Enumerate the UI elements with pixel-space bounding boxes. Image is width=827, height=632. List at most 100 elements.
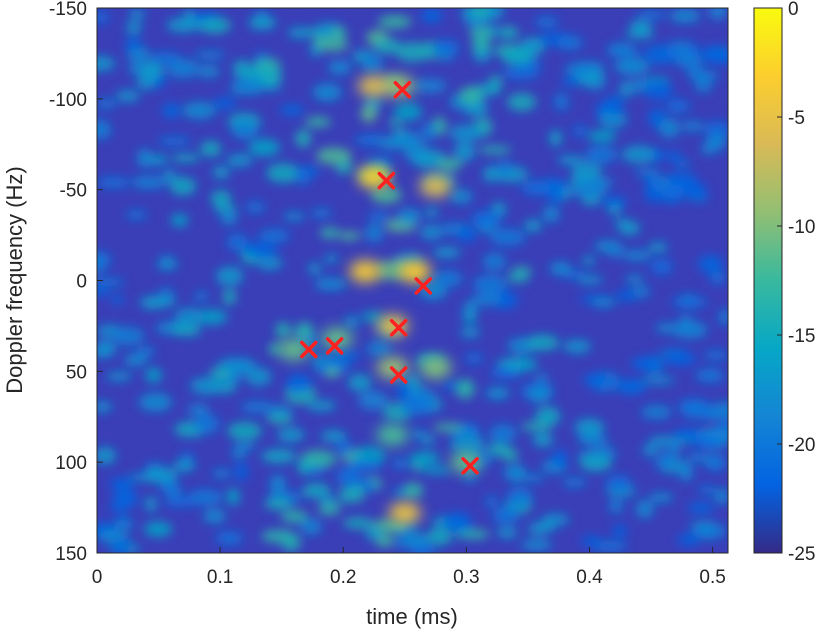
speckle bbox=[507, 93, 537, 112]
speckle bbox=[557, 154, 584, 166]
speckle bbox=[231, 77, 264, 95]
speckle bbox=[279, 104, 304, 116]
speckle bbox=[677, 533, 700, 547]
speckle bbox=[483, 165, 498, 183]
speckle bbox=[705, 454, 727, 472]
speckle bbox=[444, 512, 472, 532]
speckle bbox=[318, 502, 341, 516]
speckle bbox=[248, 138, 281, 157]
speckle bbox=[212, 468, 232, 479]
y-tick-label: 50 bbox=[66, 362, 87, 383]
speckle bbox=[572, 162, 603, 181]
speckle bbox=[320, 496, 338, 505]
x-marker bbox=[461, 457, 479, 475]
speckle bbox=[136, 346, 155, 358]
speckle bbox=[286, 374, 312, 394]
speckle bbox=[465, 353, 483, 364]
speckle bbox=[365, 526, 384, 540]
speckle bbox=[619, 80, 634, 97]
speckle bbox=[131, 175, 167, 190]
speckle bbox=[266, 163, 301, 183]
x-marker bbox=[377, 171, 396, 190]
speckle bbox=[305, 116, 331, 128]
speckle bbox=[258, 82, 282, 92]
speckle bbox=[160, 255, 174, 271]
speckle bbox=[97, 11, 110, 24]
speckle bbox=[486, 442, 511, 457]
speckle bbox=[698, 485, 716, 495]
speckle bbox=[637, 10, 667, 20]
speckle bbox=[245, 367, 272, 387]
speckle bbox=[365, 223, 384, 243]
y-tick-label: -50 bbox=[60, 181, 87, 202]
speckle bbox=[424, 207, 439, 218]
speckle bbox=[641, 376, 675, 385]
speckle bbox=[572, 125, 587, 137]
speckle bbox=[630, 357, 662, 370]
speckle bbox=[256, 256, 283, 271]
speckle bbox=[227, 421, 262, 441]
speckle bbox=[608, 498, 624, 514]
speckle bbox=[111, 294, 124, 305]
speckle bbox=[694, 78, 713, 93]
speckle bbox=[373, 38, 402, 54]
speckle bbox=[605, 475, 631, 490]
intensity-peak bbox=[388, 502, 421, 525]
speckle bbox=[344, 315, 359, 329]
speckle bbox=[164, 496, 198, 507]
speckle bbox=[520, 473, 545, 482]
speckle bbox=[169, 176, 197, 196]
speckle bbox=[450, 434, 486, 455]
speckle bbox=[453, 142, 476, 162]
speckle bbox=[689, 521, 715, 531]
speckle bbox=[482, 252, 506, 271]
speckle bbox=[471, 293, 503, 306]
speckle bbox=[431, 39, 460, 57]
speckle bbox=[615, 57, 650, 76]
speckle bbox=[378, 15, 412, 29]
speckle bbox=[427, 527, 452, 546]
speckle bbox=[215, 266, 244, 286]
speckle bbox=[649, 435, 679, 448]
speckle bbox=[478, 145, 512, 154]
speckle bbox=[464, 471, 477, 483]
speckle bbox=[579, 454, 612, 472]
speckle bbox=[433, 423, 464, 432]
speckle bbox=[190, 377, 224, 395]
speckle bbox=[581, 535, 601, 547]
speckle bbox=[484, 496, 498, 508]
speckle bbox=[243, 242, 279, 257]
speckle bbox=[343, 517, 374, 529]
speckle bbox=[484, 387, 511, 399]
speckle bbox=[320, 430, 347, 443]
speckle bbox=[126, 210, 147, 220]
speckle bbox=[672, 296, 707, 309]
speckle bbox=[296, 168, 311, 185]
speckle bbox=[552, 449, 568, 467]
speckle bbox=[174, 307, 204, 327]
speckle bbox=[587, 130, 617, 143]
speckle bbox=[316, 147, 352, 165]
speckle bbox=[616, 378, 647, 391]
speckle bbox=[311, 208, 332, 218]
speckle bbox=[577, 275, 603, 285]
speckle bbox=[469, 25, 496, 41]
speckle bbox=[215, 531, 243, 546]
background-speckle bbox=[97, 8, 728, 553]
speckle bbox=[220, 211, 238, 226]
speckle bbox=[166, 58, 200, 79]
speckle bbox=[328, 60, 352, 75]
speckle bbox=[674, 159, 691, 169]
speckle bbox=[471, 8, 490, 16]
speckle bbox=[194, 291, 209, 302]
x-marker bbox=[414, 277, 433, 295]
speckle bbox=[421, 122, 436, 142]
speckle bbox=[144, 496, 158, 513]
speckle bbox=[574, 418, 605, 437]
speckle bbox=[287, 26, 314, 39]
speckle bbox=[261, 449, 297, 464]
speckle bbox=[241, 401, 273, 413]
speckle bbox=[686, 452, 707, 462]
speckle bbox=[394, 537, 429, 549]
speckle bbox=[685, 44, 701, 54]
